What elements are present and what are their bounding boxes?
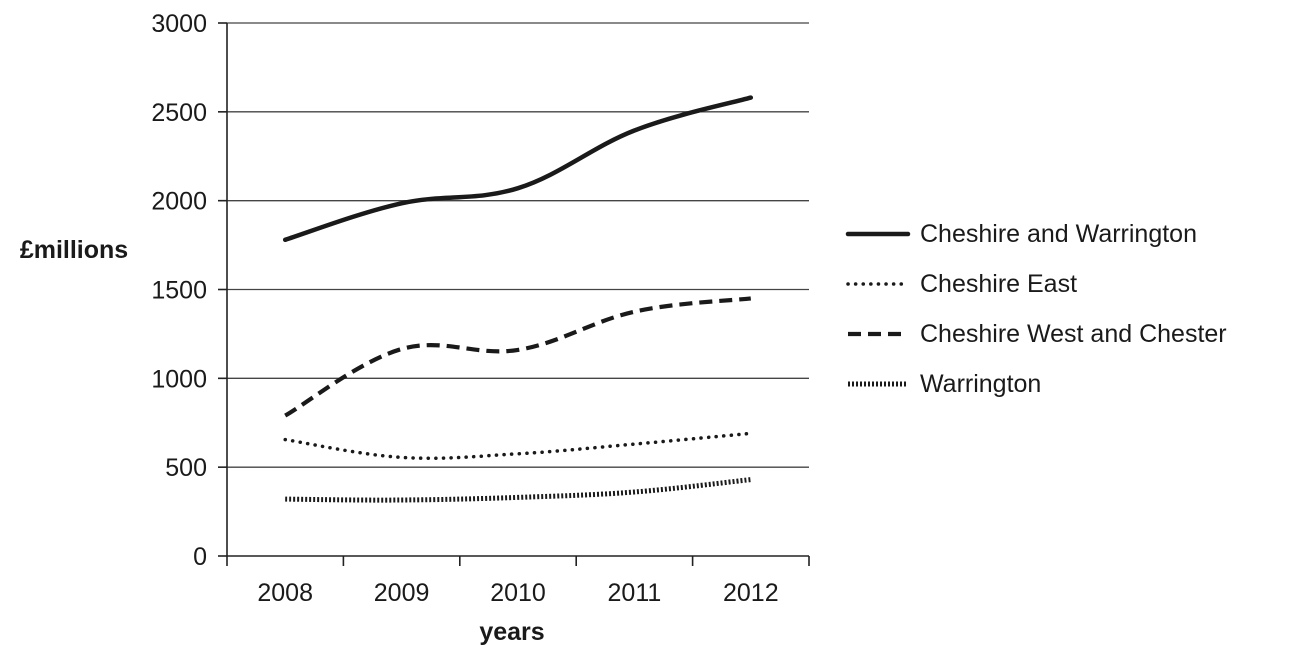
y-tick-label-1500: 1500 <box>151 277 207 305</box>
x-tick-label-2012: 2012 <box>723 579 779 607</box>
x-tick-label-2009: 2009 <box>374 579 430 607</box>
y-tick-label-500: 500 <box>165 454 207 482</box>
series-line-cheshire-east <box>283 431 753 461</box>
x-tick-label-2008: 2008 <box>257 579 313 607</box>
series-layer <box>282 95 754 503</box>
y-tick-label-2000: 2000 <box>151 188 207 216</box>
series-line-cheshire-and-warrington <box>282 95 754 243</box>
y-axis-title: £millions <box>20 236 128 264</box>
y-axis: 0 500 1000 1500 2000 2500 3000 <box>151 10 228 571</box>
legend-label-cheshire-west-and-chester: Cheshire West and Chester <box>920 320 1227 348</box>
y-tick-label-1000: 1000 <box>151 365 207 393</box>
series-line-warrington <box>285 477 752 503</box>
y-tick-label-3000: 3000 <box>151 10 207 38</box>
legend-label-cheshire-and-warrington: Cheshire and Warrington <box>920 220 1197 248</box>
grid-lines <box>227 22 809 468</box>
y-tick-label-2500: 2500 <box>151 99 207 127</box>
series-line-cheshire-west-and-chester <box>284 296 752 418</box>
x-tick-label-2011: 2011 <box>608 579 662 607</box>
y-tick-label-0: 0 <box>193 543 207 571</box>
x-axis-title: years <box>479 618 544 646</box>
x-axis: 2008 2009 2010 2011 2012 <box>226 555 810 607</box>
x-tick-label-2010: 2010 <box>490 579 546 607</box>
legend-label-warrington: Warrington <box>920 370 1041 398</box>
legend-label-cheshire-east: Cheshire East <box>920 270 1077 298</box>
legend: Cheshire and Warrington Cheshire East Ches… <box>845 220 1227 398</box>
